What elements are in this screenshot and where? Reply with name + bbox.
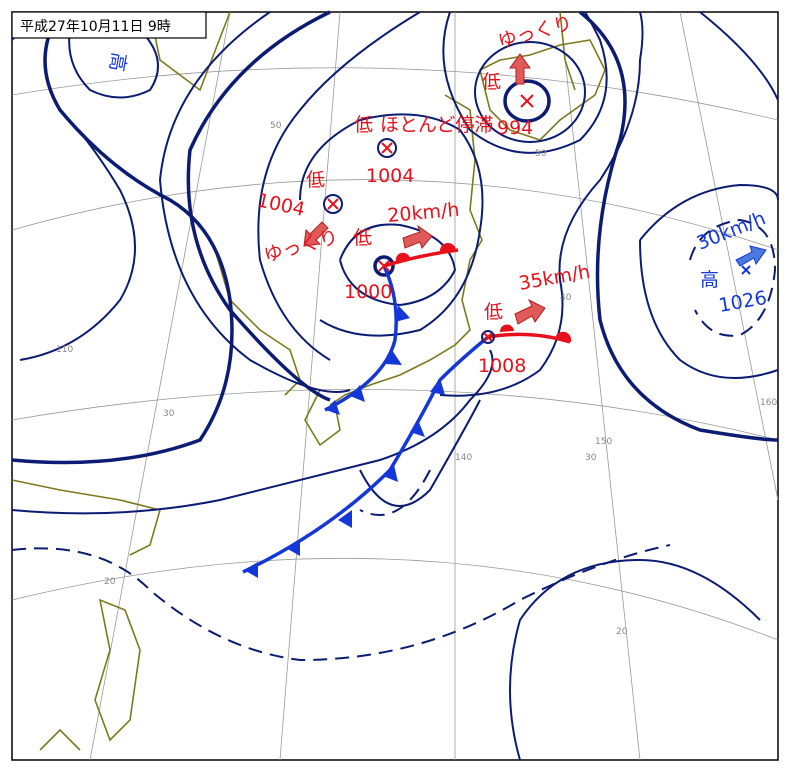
isobar (439, 11, 644, 397)
system-kind: 低 (306, 169, 325, 191)
isobar (474, 41, 586, 143)
front-symbols (395, 242, 572, 342)
longitude-line (559, 11, 641, 761)
coastline (479, 39, 606, 141)
center-cross (381, 142, 393, 154)
system-pressure: 1008 (478, 355, 526, 377)
front-triangle (395, 305, 410, 322)
warm-front (487, 332, 571, 344)
system-kind: 低 (354, 114, 373, 136)
isobar (359, 469, 431, 516)
isobar (299, 113, 484, 337)
motion-arrow (514, 298, 546, 325)
coastline (329, 94, 483, 406)
center-cross (483, 332, 493, 342)
cold-front (242, 335, 490, 574)
front-triangle (430, 378, 445, 395)
isobar (699, 11, 779, 101)
front-triangle (410, 420, 425, 437)
motion-arrows (303, 53, 546, 325)
isobar (339, 223, 457, 307)
system-pressure: 1004 (366, 165, 414, 187)
front-triangle (386, 350, 402, 365)
front-triangle (286, 540, 300, 556)
front-triangle (244, 562, 258, 578)
title-box (11, 11, 207, 39)
system-kind: 低 (482, 71, 501, 93)
center-cross (741, 265, 751, 275)
system-kind: 低 (484, 301, 503, 323)
isobar (509, 558, 761, 761)
isobar (323, 194, 343, 214)
latitude-line (11, 67, 779, 121)
grid-label: 160 (760, 398, 777, 408)
grid-label: 40 (560, 293, 572, 303)
grid-label: 140 (455, 453, 472, 463)
front-semicircle (395, 252, 410, 262)
center-cross (327, 198, 339, 210)
system-motion: ほとんど停滞 (380, 114, 493, 136)
coastline (39, 728, 81, 751)
grid-label: 110 (56, 345, 73, 355)
isobar (639, 183, 779, 379)
latitude-line (11, 557, 779, 641)
isobar (257, 11, 421, 361)
isobar (689, 218, 777, 337)
isobar (11, 11, 234, 465)
grid-label: 30 (585, 453, 597, 463)
system-kind: 高 (700, 269, 719, 291)
isobar (11, 544, 671, 662)
isobar (377, 138, 397, 158)
motion-arrow (509, 53, 531, 85)
front-semicircle (499, 324, 514, 332)
motion-arrow (402, 224, 433, 250)
map-frame (11, 11, 779, 761)
isobar (442, 11, 608, 154)
isobar (359, 399, 481, 507)
front-triangle (383, 465, 398, 482)
coastline (559, 11, 576, 91)
coastline (11, 479, 161, 556)
center-circle (481, 330, 495, 344)
longitude-line (279, 11, 341, 761)
graticule (11, 11, 779, 761)
motion-arrow (303, 221, 329, 247)
system-pressure: 994 (497, 117, 533, 139)
grid-label: 150 (595, 437, 612, 447)
latitude-line (11, 179, 779, 251)
center-cross (378, 260, 390, 272)
front-triangle (326, 400, 340, 415)
warm-front (383, 248, 459, 268)
coastline (304, 389, 341, 447)
fronts (242, 242, 572, 578)
isobar (578, 10, 779, 442)
grid-label: 30 (163, 409, 175, 419)
system-kind: 高 (105, 51, 130, 74)
grid-label: 50 (535, 149, 547, 159)
system-kind: 低 (353, 227, 372, 249)
front-semicircle (555, 331, 572, 342)
isobar (158, 11, 351, 393)
center-markers (327, 94, 534, 344)
coastline (94, 598, 141, 742)
system-pressure: 1000 (344, 281, 392, 303)
map-title: 平成27年10月11日 9時 (20, 19, 171, 35)
front-semicircle (439, 242, 456, 252)
isobar (11, 349, 494, 515)
isobar (503, 79, 551, 123)
motion-arrow (735, 245, 767, 267)
grid-label: 20 (104, 577, 116, 587)
isobar (373, 255, 395, 277)
longitude-line (679, 11, 779, 501)
grid-label: 20 (616, 627, 628, 637)
front-triangle (350, 385, 365, 402)
front-symbols (244, 305, 445, 578)
grid-label: 50 (270, 121, 282, 131)
center-cross (520, 94, 534, 108)
isobar (19, 109, 136, 361)
longitude-line (89, 11, 231, 761)
front-triangle (338, 510, 352, 528)
